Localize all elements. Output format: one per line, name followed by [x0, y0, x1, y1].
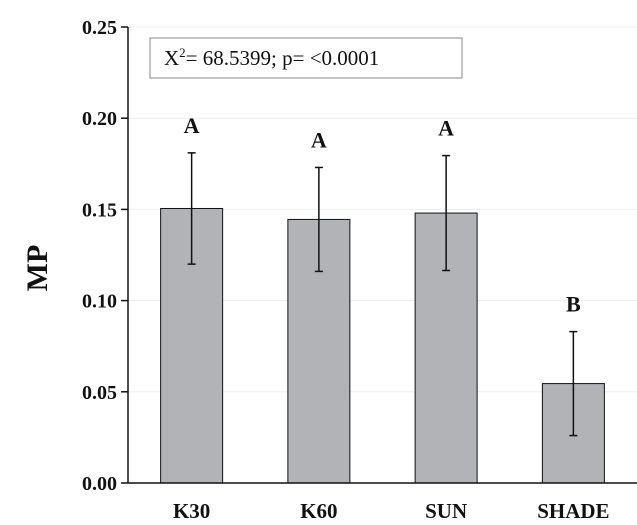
x-category-label: K60: [300, 499, 337, 523]
error-bars: [187, 152, 578, 437]
axes: [121, 26, 637, 484]
x-category-label: SUN: [425, 499, 467, 523]
stats-text: X2= 68.5399; p= <0.0001: [164, 45, 379, 70]
y-tick-label: 0.20: [82, 108, 117, 130]
x-category-labels: K30 K60 SUN SHADE: [173, 499, 610, 523]
y-tick-label: 0.15: [82, 199, 117, 221]
x-category-label: K30: [173, 499, 210, 523]
y-tick-label: 0.00: [82, 473, 117, 495]
significance-letters: A A A B: [184, 113, 581, 317]
x-category-label: SHADE: [537, 499, 609, 523]
significance-letter: B: [566, 292, 581, 317]
stats-box: [149, 37, 463, 79]
stats-annotation: X2= 68.5399; p= <0.0001: [149, 37, 463, 79]
y-tick-labels: 0.00 0.05 0.10 0.15 0.20 0.25: [82, 17, 117, 495]
significance-letter: A: [311, 127, 327, 152]
y-tick-label: 0.25: [82, 17, 117, 39]
y-tick-label: 0.10: [82, 291, 117, 313]
significance-letter: A: [438, 116, 454, 141]
y-axis-label: MP: [21, 245, 54, 292]
y-tick-label: 0.05: [82, 382, 117, 404]
bars: [160, 207, 605, 484]
significance-letter: A: [184, 113, 200, 138]
